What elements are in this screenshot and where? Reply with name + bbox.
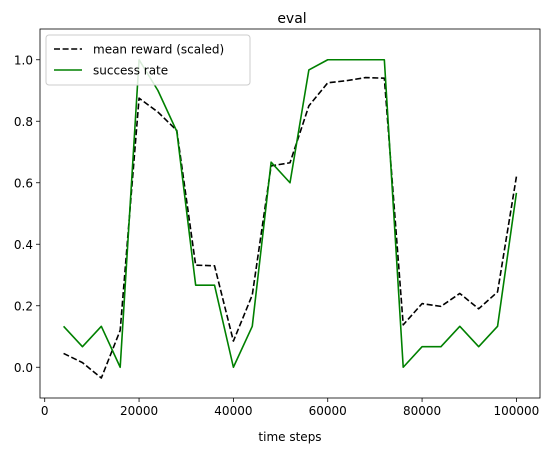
y-tick-label: 1.0 — [14, 53, 33, 67]
x-tick-label: 80000 — [403, 404, 441, 418]
x-tick-label: 100000 — [494, 404, 540, 418]
x-axis-label: time steps — [258, 430, 321, 444]
plot-frame — [39, 28, 541, 399]
x-tick-label: 0 — [41, 404, 49, 418]
x-tick-label: 60000 — [309, 404, 347, 418]
x-tick-label: 20000 — [120, 404, 158, 418]
legend-box — [45, 34, 251, 86]
x-tick-label: 40000 — [214, 404, 252, 418]
series-layer — [62, 58, 518, 379]
y-axis: 0.0 0.2 0.4 0.6 0.8 1.0 — [14, 53, 40, 375]
chart-title: eval — [277, 11, 306, 27]
series-line-1 — [63, 76, 518, 379]
y-tick-label: 0.8 — [14, 115, 33, 129]
x-axis: 0 20000 40000 60000 80000 100000 — [41, 398, 539, 418]
y-tick-label: 0.6 — [14, 176, 33, 190]
y-tick-label: 0.2 — [14, 299, 33, 313]
legend-label: success rate — [93, 64, 168, 78]
legend: mean reward (scaled) success rate — [45, 34, 251, 86]
y-tick-label: 0.4 — [14, 238, 33, 252]
series-line-2 — [62, 58, 518, 369]
legend-label: mean reward (scaled) — [93, 43, 224, 57]
y-tick-label: 0.0 — [14, 361, 33, 375]
